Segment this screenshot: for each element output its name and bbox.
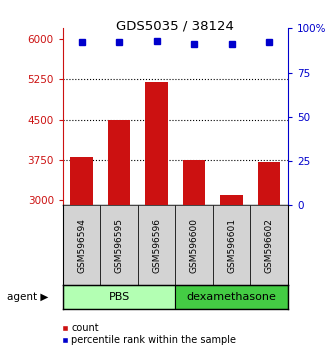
Bar (258, 162, 280, 205)
Text: PBS: PBS (109, 292, 130, 302)
Bar (71, 157, 93, 205)
Bar (63, 205, 100, 285)
Bar (138, 205, 175, 285)
Bar (175, 285, 288, 309)
Text: GSM596600: GSM596600 (190, 218, 199, 273)
Bar (220, 195, 243, 205)
Bar (100, 205, 138, 285)
Text: GSM596601: GSM596601 (227, 218, 236, 273)
Legend: count, percentile rank within the sample: count, percentile rank within the sample (58, 319, 240, 349)
Text: GSM596596: GSM596596 (152, 218, 161, 273)
Text: GDS5035 / 38124: GDS5035 / 38124 (117, 19, 234, 33)
Bar (145, 82, 168, 205)
Text: dexamethasone: dexamethasone (187, 292, 277, 302)
Text: GSM596602: GSM596602 (265, 218, 274, 273)
Bar (63, 285, 175, 309)
Bar (183, 160, 206, 205)
Bar (108, 120, 130, 205)
Bar (251, 205, 288, 285)
Text: agent ▶: agent ▶ (7, 292, 48, 302)
Text: GSM596594: GSM596594 (77, 218, 86, 273)
Bar (175, 205, 213, 285)
Bar (213, 205, 251, 285)
Text: GSM596595: GSM596595 (115, 218, 124, 273)
